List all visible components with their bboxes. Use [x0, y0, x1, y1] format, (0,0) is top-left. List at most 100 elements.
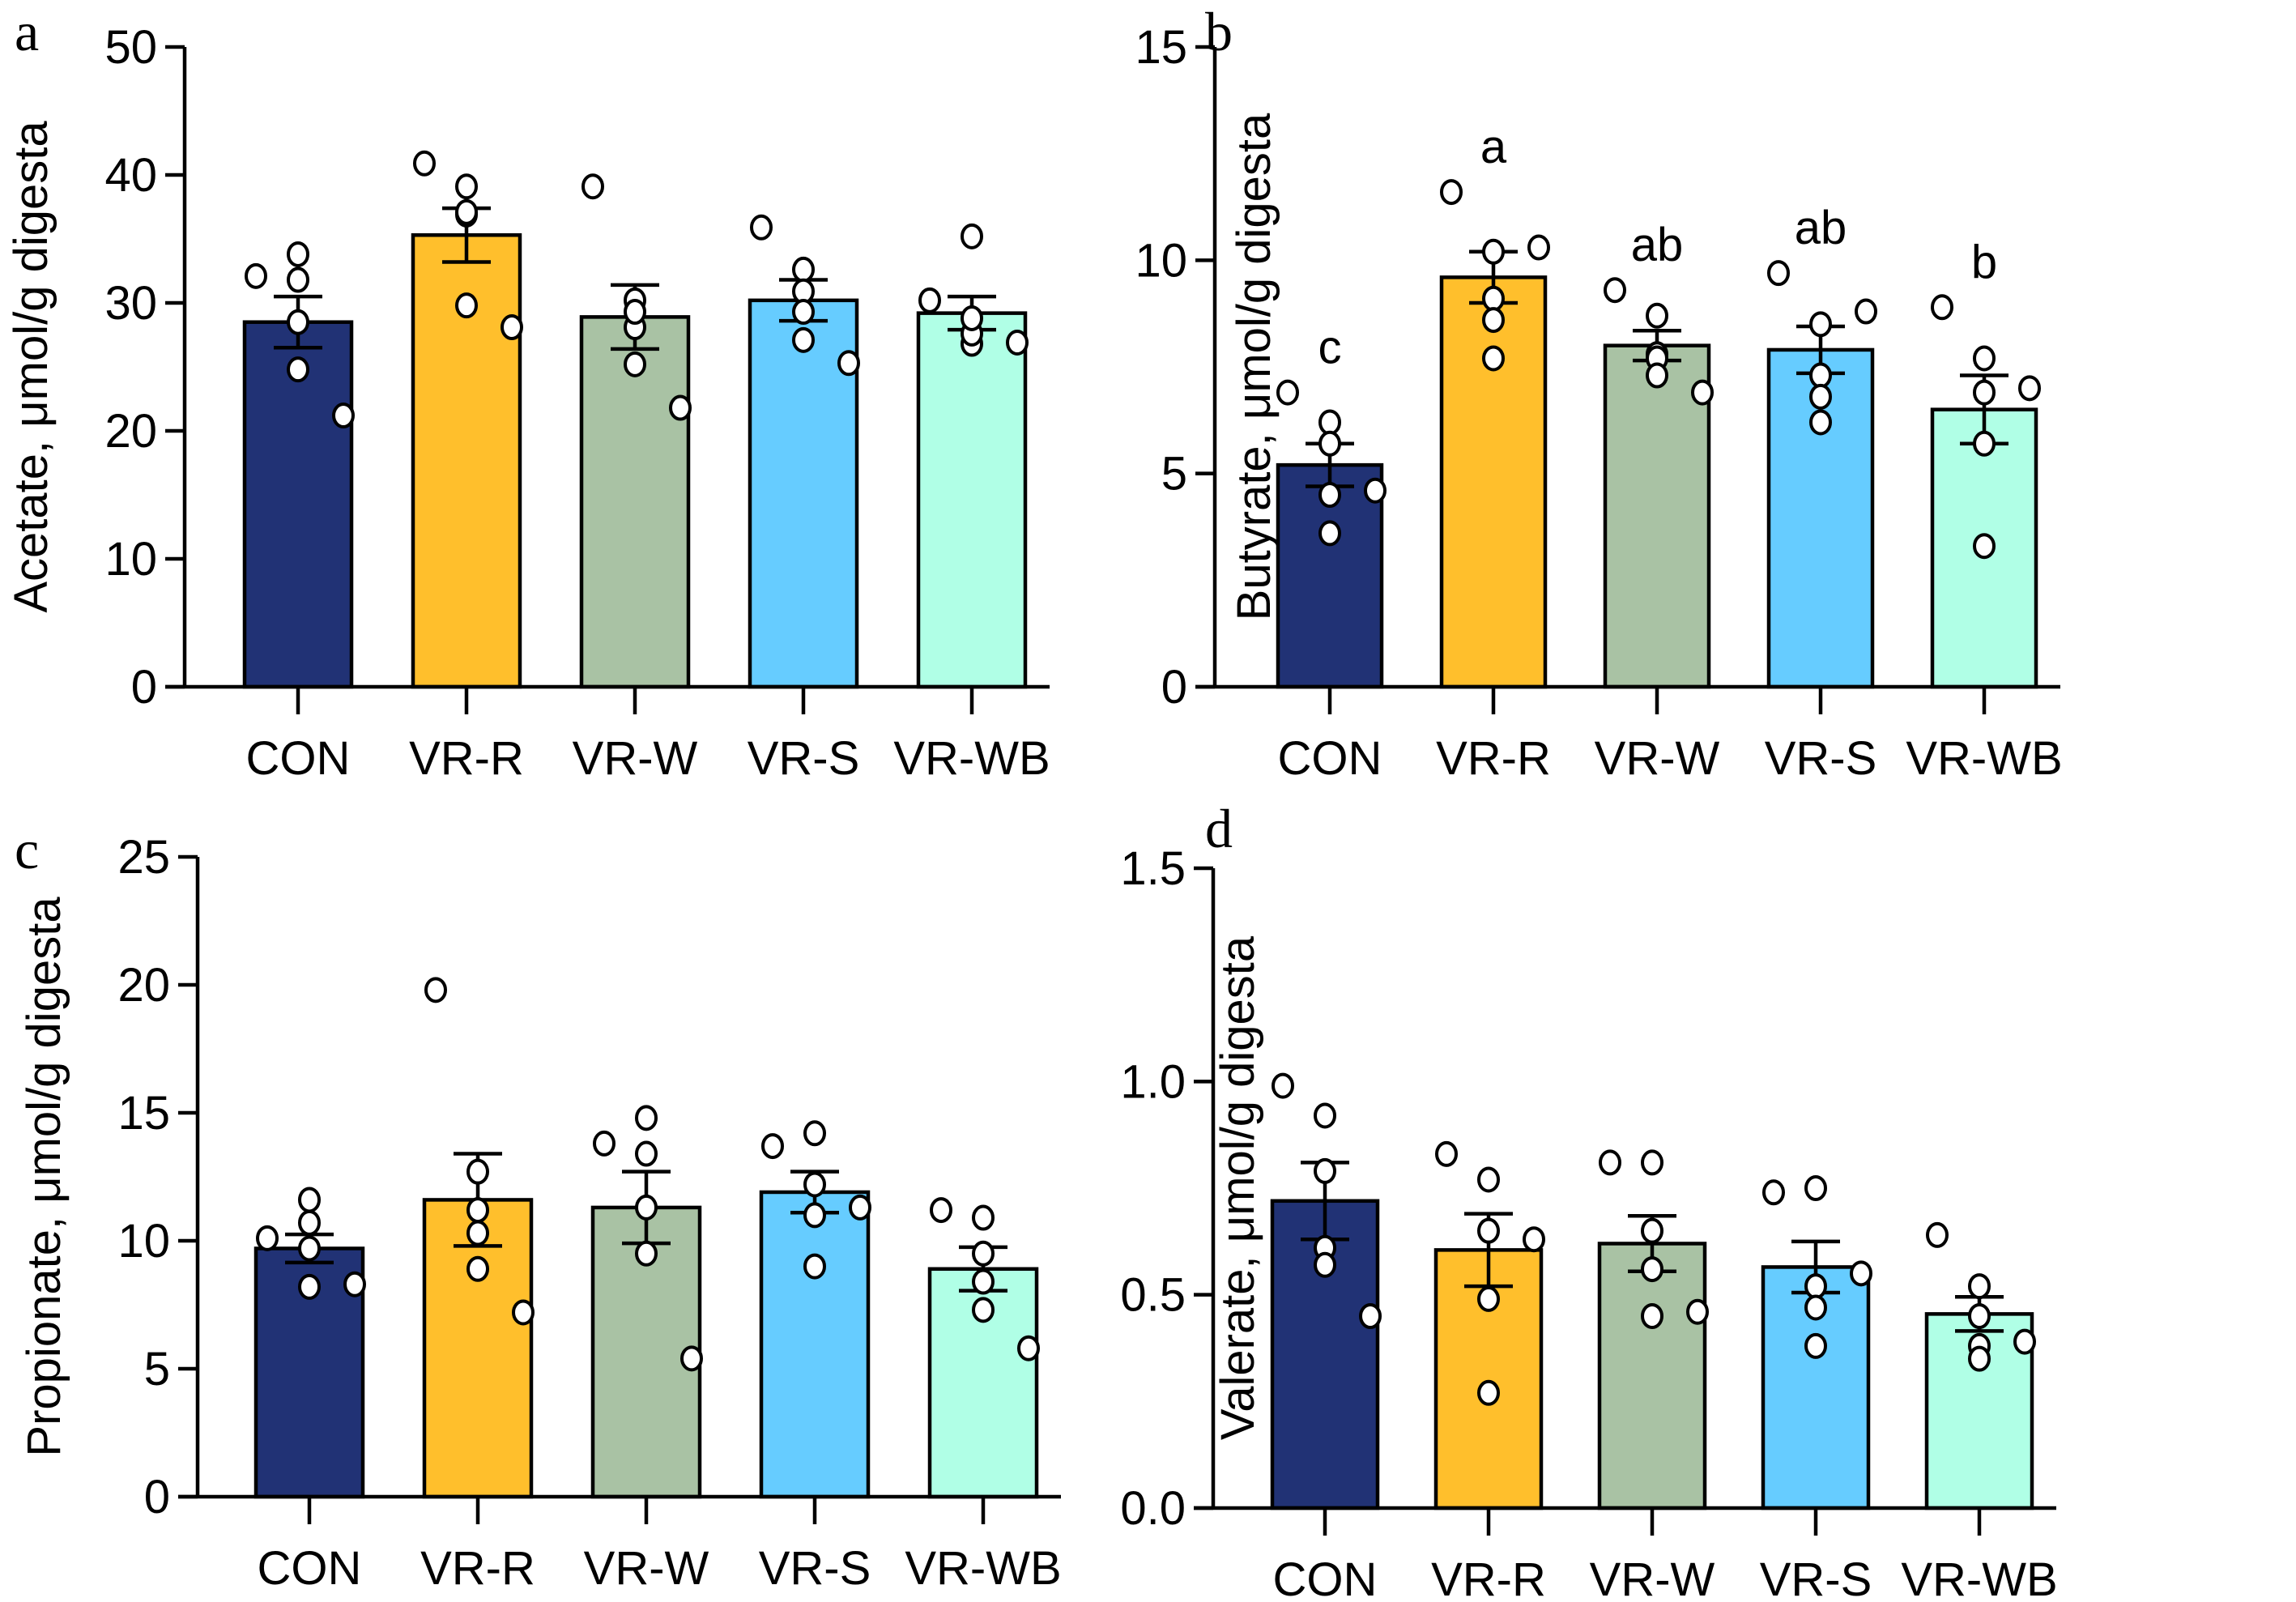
data-point [1482, 345, 1505, 372]
significance-letter: ab [1631, 219, 1684, 271]
data-point [256, 1225, 279, 1251]
x-tick-label-vr-s: VR-S [1760, 1553, 1872, 1602]
data-point [1968, 1345, 1991, 1372]
data-point [245, 262, 267, 289]
data-point [669, 394, 692, 421]
data-point [1641, 1256, 1663, 1283]
panel-c-propionate: c CON VR-R VR-W VR-S VR-WB 0 5 10 15 20 25 Propiona… [15, 819, 1062, 1595]
x-tick-label-con: CON [246, 732, 351, 785]
data-point [2013, 1328, 2036, 1355]
data-point [961, 305, 983, 331]
bar-con [242, 320, 354, 689]
data-point [1646, 302, 1668, 329]
data-point [1482, 238, 1505, 265]
data-point [1855, 298, 1877, 325]
y-axis-title: Valerate, μmol/g digesta [1212, 935, 1264, 1440]
y-tick-label: 10 [117, 1215, 170, 1268]
data-point [1318, 520, 1341, 547]
bar-vr-w [579, 315, 691, 689]
data-point [424, 977, 447, 1003]
data-point [1804, 1332, 1827, 1359]
x-tick-label-vr-r: VR-R [420, 1542, 535, 1595]
x-tick-label-vr-w: VR-W [1595, 732, 1720, 785]
bar-con [1270, 1199, 1380, 1510]
significance-letter: ab [1795, 202, 1847, 254]
y-tick-label: 0 [131, 661, 157, 714]
significance-letter: c [1318, 322, 1342, 374]
y-tick-label: 0.5 [1120, 1269, 1186, 1322]
data-point [972, 1240, 995, 1267]
data-point [298, 1273, 321, 1300]
data-point [1272, 1072, 1294, 1099]
y-tick-label: 0.0 [1120, 1482, 1186, 1535]
significance-letter: b [1971, 236, 1997, 288]
data-point [761, 1133, 784, 1160]
data-point [1767, 260, 1790, 287]
x-tick-label-con: CON [1278, 732, 1382, 785]
panel-a-acetate: a CON VR-R VR-W VR-S VR-WB 0 10 20 30 40 50 Acetate… [5, 1, 1050, 785]
data-point [1968, 1303, 1991, 1329]
y-tick-label: 15 [117, 1087, 170, 1140]
y-tick-label: 10 [104, 533, 157, 586]
y-tick-label: 15 [1135, 21, 1187, 74]
data-point [1973, 379, 1996, 406]
data-point [1599, 1149, 1621, 1176]
data-point [803, 1171, 826, 1198]
y-axis-title: Propionate, μmol/g digesta [18, 897, 70, 1457]
data-point [501, 314, 523, 341]
panel-b-butyrate: b CON c VR-R a VR-W ab VR-S ab VR-WB b 0 5 10 15 Butyr… [1135, 1, 2062, 785]
data-point [1804, 1294, 1827, 1321]
data-point [849, 1194, 871, 1221]
data-point [1359, 1303, 1382, 1329]
data-point [593, 1130, 616, 1157]
data-point [930, 1197, 952, 1224]
y-tick-label: 20 [104, 405, 157, 458]
x-tick-label-vr-r: VR-R [1431, 1553, 1546, 1602]
y-tick-label: 20 [117, 959, 170, 1012]
data-point [1314, 1251, 1336, 1278]
y-tick-label: 1.0 [1120, 1055, 1186, 1108]
y-axis-title: Acetate, μmol/g digesta [5, 121, 58, 613]
bar-vr-w [1597, 1242, 1707, 1510]
data-point [1804, 1175, 1827, 1201]
data-point [1017, 1335, 1040, 1361]
data-point [298, 1235, 321, 1262]
data-point [1968, 1273, 1991, 1300]
data-point [413, 150, 436, 177]
data-point [287, 266, 309, 293]
data-point [1435, 1140, 1458, 1167]
x-tick-label-vr-w: VR-W [573, 732, 698, 785]
data-point [1364, 477, 1387, 504]
data-point [750, 214, 773, 241]
data-point [1931, 294, 1953, 321]
panel-d-valerate: d CON VR-R VR-W VR-S VR-WB 0.0 0.5 1.0 1.5 Valera… [1120, 798, 2057, 1602]
data-point [792, 299, 815, 326]
data-point [1809, 383, 1832, 410]
data-point [1646, 362, 1668, 389]
y-tick-label: 5 [1161, 448, 1187, 501]
data-point [1318, 409, 1341, 436]
y-tick-label: 5 [144, 1343, 170, 1395]
data-point [1314, 1102, 1336, 1129]
data-point [972, 1297, 995, 1323]
x-tick-label-vr-wb: VR-WB [905, 1542, 1061, 1595]
data-point [1641, 1217, 1663, 1244]
data-point [1314, 1157, 1336, 1184]
x-tick-label-con: CON [258, 1542, 362, 1595]
data-point [1809, 362, 1832, 389]
x-tick-label-vr-wb: VR-WB [1906, 732, 2062, 785]
data-point [624, 299, 646, 326]
y-tick-label: 0 [144, 1471, 170, 1523]
data-point [1973, 533, 1996, 560]
data-point [287, 241, 309, 267]
data-point [1527, 234, 1550, 261]
data-point [918, 287, 941, 313]
data-point [803, 1202, 826, 1229]
bar-vr-r [422, 1198, 534, 1499]
data-point [961, 223, 983, 249]
data-point [635, 1240, 658, 1267]
data-point [1006, 329, 1029, 356]
data-point [287, 309, 309, 335]
significance-letter: a [1480, 121, 1507, 173]
